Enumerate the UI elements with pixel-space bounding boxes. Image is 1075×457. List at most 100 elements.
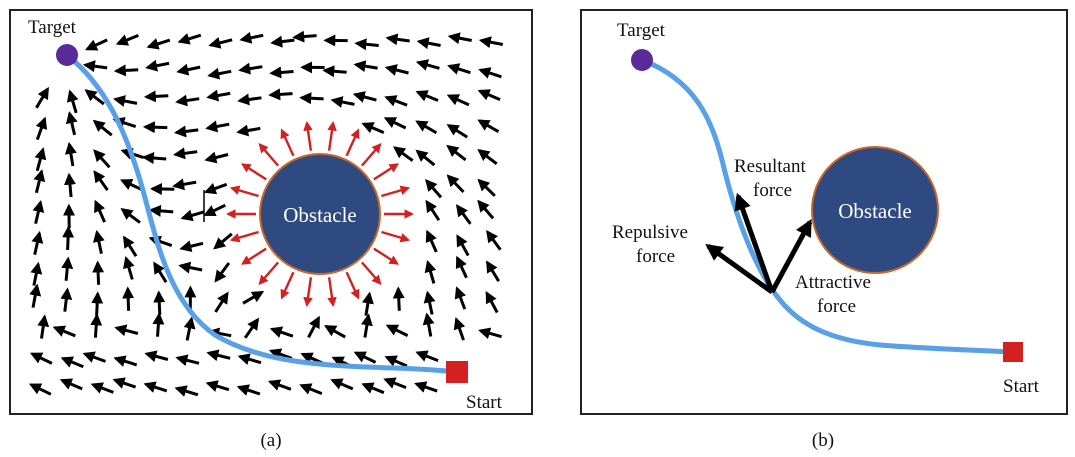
field-arrow bbox=[384, 95, 408, 107]
field-arrow bbox=[478, 36, 504, 49]
field-arrow bbox=[269, 66, 294, 79]
panel-b-obstacle bbox=[811, 146, 939, 274]
field-arrow bbox=[123, 255, 135, 280]
field-arrow bbox=[205, 120, 230, 133]
repulsive-arrow bbox=[327, 277, 337, 308]
field-arrow bbox=[415, 149, 436, 167]
panel-b-target-label: Target bbox=[617, 20, 666, 41]
field-arrow bbox=[90, 382, 114, 394]
field-arrow bbox=[31, 230, 44, 256]
field-arrow bbox=[35, 86, 49, 109]
field-arrow bbox=[237, 93, 262, 106]
field-arrow bbox=[214, 262, 231, 283]
attractive-force-arrow bbox=[769, 219, 813, 294]
field-arrow bbox=[52, 325, 76, 338]
field-arrow bbox=[37, 314, 50, 339]
attractive-force-label-line1: Attractive bbox=[795, 272, 871, 293]
field-arrow bbox=[141, 152, 167, 165]
field-arrow bbox=[446, 94, 470, 107]
field-arrow bbox=[422, 312, 435, 337]
field-arrow bbox=[112, 377, 137, 389]
field-arrow bbox=[60, 356, 84, 369]
field-arrow bbox=[33, 169, 46, 194]
field-arrow bbox=[207, 67, 232, 80]
field-arrow bbox=[120, 207, 141, 224]
field-arrow bbox=[424, 259, 437, 284]
field-arrow bbox=[307, 315, 321, 339]
attractive-force-label-line2: force bbox=[817, 296, 856, 317]
field-arrow bbox=[415, 59, 440, 71]
field-arrow bbox=[153, 290, 166, 315]
panel-a-target-marker bbox=[56, 44, 78, 66]
field-arrow bbox=[454, 286, 467, 310]
field-arrow bbox=[299, 92, 324, 105]
field-arrow bbox=[122, 286, 135, 311]
field-arrow bbox=[243, 317, 260, 339]
field-arrow bbox=[477, 178, 496, 197]
repulsive-force-arrow bbox=[705, 243, 774, 295]
field-arrow bbox=[486, 230, 502, 251]
repulsive-arrow bbox=[240, 163, 267, 181]
field-arrow bbox=[115, 34, 139, 46]
field-arrow bbox=[82, 60, 108, 73]
field-arrow bbox=[384, 64, 409, 76]
field-arrow bbox=[206, 89, 231, 102]
field-arrow bbox=[361, 122, 385, 134]
vector-field-arrows bbox=[28, 30, 504, 397]
field-arrow bbox=[35, 116, 48, 141]
field-arrow bbox=[175, 94, 200, 107]
repulsive-arrow bbox=[327, 120, 337, 151]
field-arrow bbox=[414, 381, 438, 393]
field-arrow bbox=[30, 261, 43, 286]
repulsive-arrow bbox=[258, 143, 280, 167]
field-arrow bbox=[144, 350, 169, 363]
field-arrow bbox=[238, 62, 263, 75]
resultant-force-label-line1: Resultant bbox=[734, 156, 806, 177]
field-arrow bbox=[477, 89, 501, 101]
panel-a-path bbox=[64, 52, 459, 375]
repulsive-arrow bbox=[345, 128, 360, 157]
field-arrow bbox=[176, 63, 201, 76]
field-arrow bbox=[362, 291, 374, 316]
field-arrow bbox=[203, 182, 228, 195]
field-arrow bbox=[361, 313, 373, 338]
field-arrow bbox=[383, 377, 407, 389]
field-arrow bbox=[203, 203, 226, 217]
field-arrow bbox=[361, 382, 385, 395]
field-arrow bbox=[242, 290, 265, 305]
panel-b-obstacle-label: Obstacle bbox=[838, 199, 911, 223]
field-arrow bbox=[183, 316, 196, 341]
field-arrow bbox=[92, 229, 105, 255]
field-arrow bbox=[385, 33, 410, 46]
panel-a-obstacle bbox=[259, 153, 381, 275]
field-arrow bbox=[146, 38, 171, 50]
field-arrow bbox=[208, 37, 233, 49]
field-arrow bbox=[477, 199, 495, 220]
field-arrow bbox=[94, 199, 106, 223]
field-arrow bbox=[173, 147, 198, 160]
field-arrow bbox=[153, 261, 168, 283]
field-arrow bbox=[149, 183, 175, 196]
panel-b-target-marker bbox=[631, 49, 653, 71]
panel-b-caption: (b) bbox=[812, 430, 834, 451]
repulsive-arrow bbox=[280, 271, 295, 300]
field-arrow bbox=[447, 63, 471, 75]
field-arrow bbox=[416, 37, 441, 50]
field-arrow bbox=[65, 111, 78, 136]
field-arrow bbox=[353, 60, 378, 73]
field-arrow bbox=[205, 380, 230, 392]
field-arrow bbox=[120, 179, 143, 192]
field-arrow bbox=[93, 149, 111, 169]
field-arrow bbox=[477, 119, 500, 133]
field-arrow bbox=[172, 178, 197, 191]
field-arrow bbox=[455, 255, 468, 279]
field-arrow bbox=[322, 65, 347, 78]
field-arrow bbox=[180, 209, 205, 222]
field-arrow bbox=[239, 31, 264, 44]
field-arrow bbox=[446, 174, 465, 194]
field-arrow bbox=[383, 117, 407, 130]
field-arrow bbox=[477, 149, 498, 165]
field-arrow bbox=[415, 90, 439, 102]
panel-a-caption: (a) bbox=[260, 430, 281, 451]
